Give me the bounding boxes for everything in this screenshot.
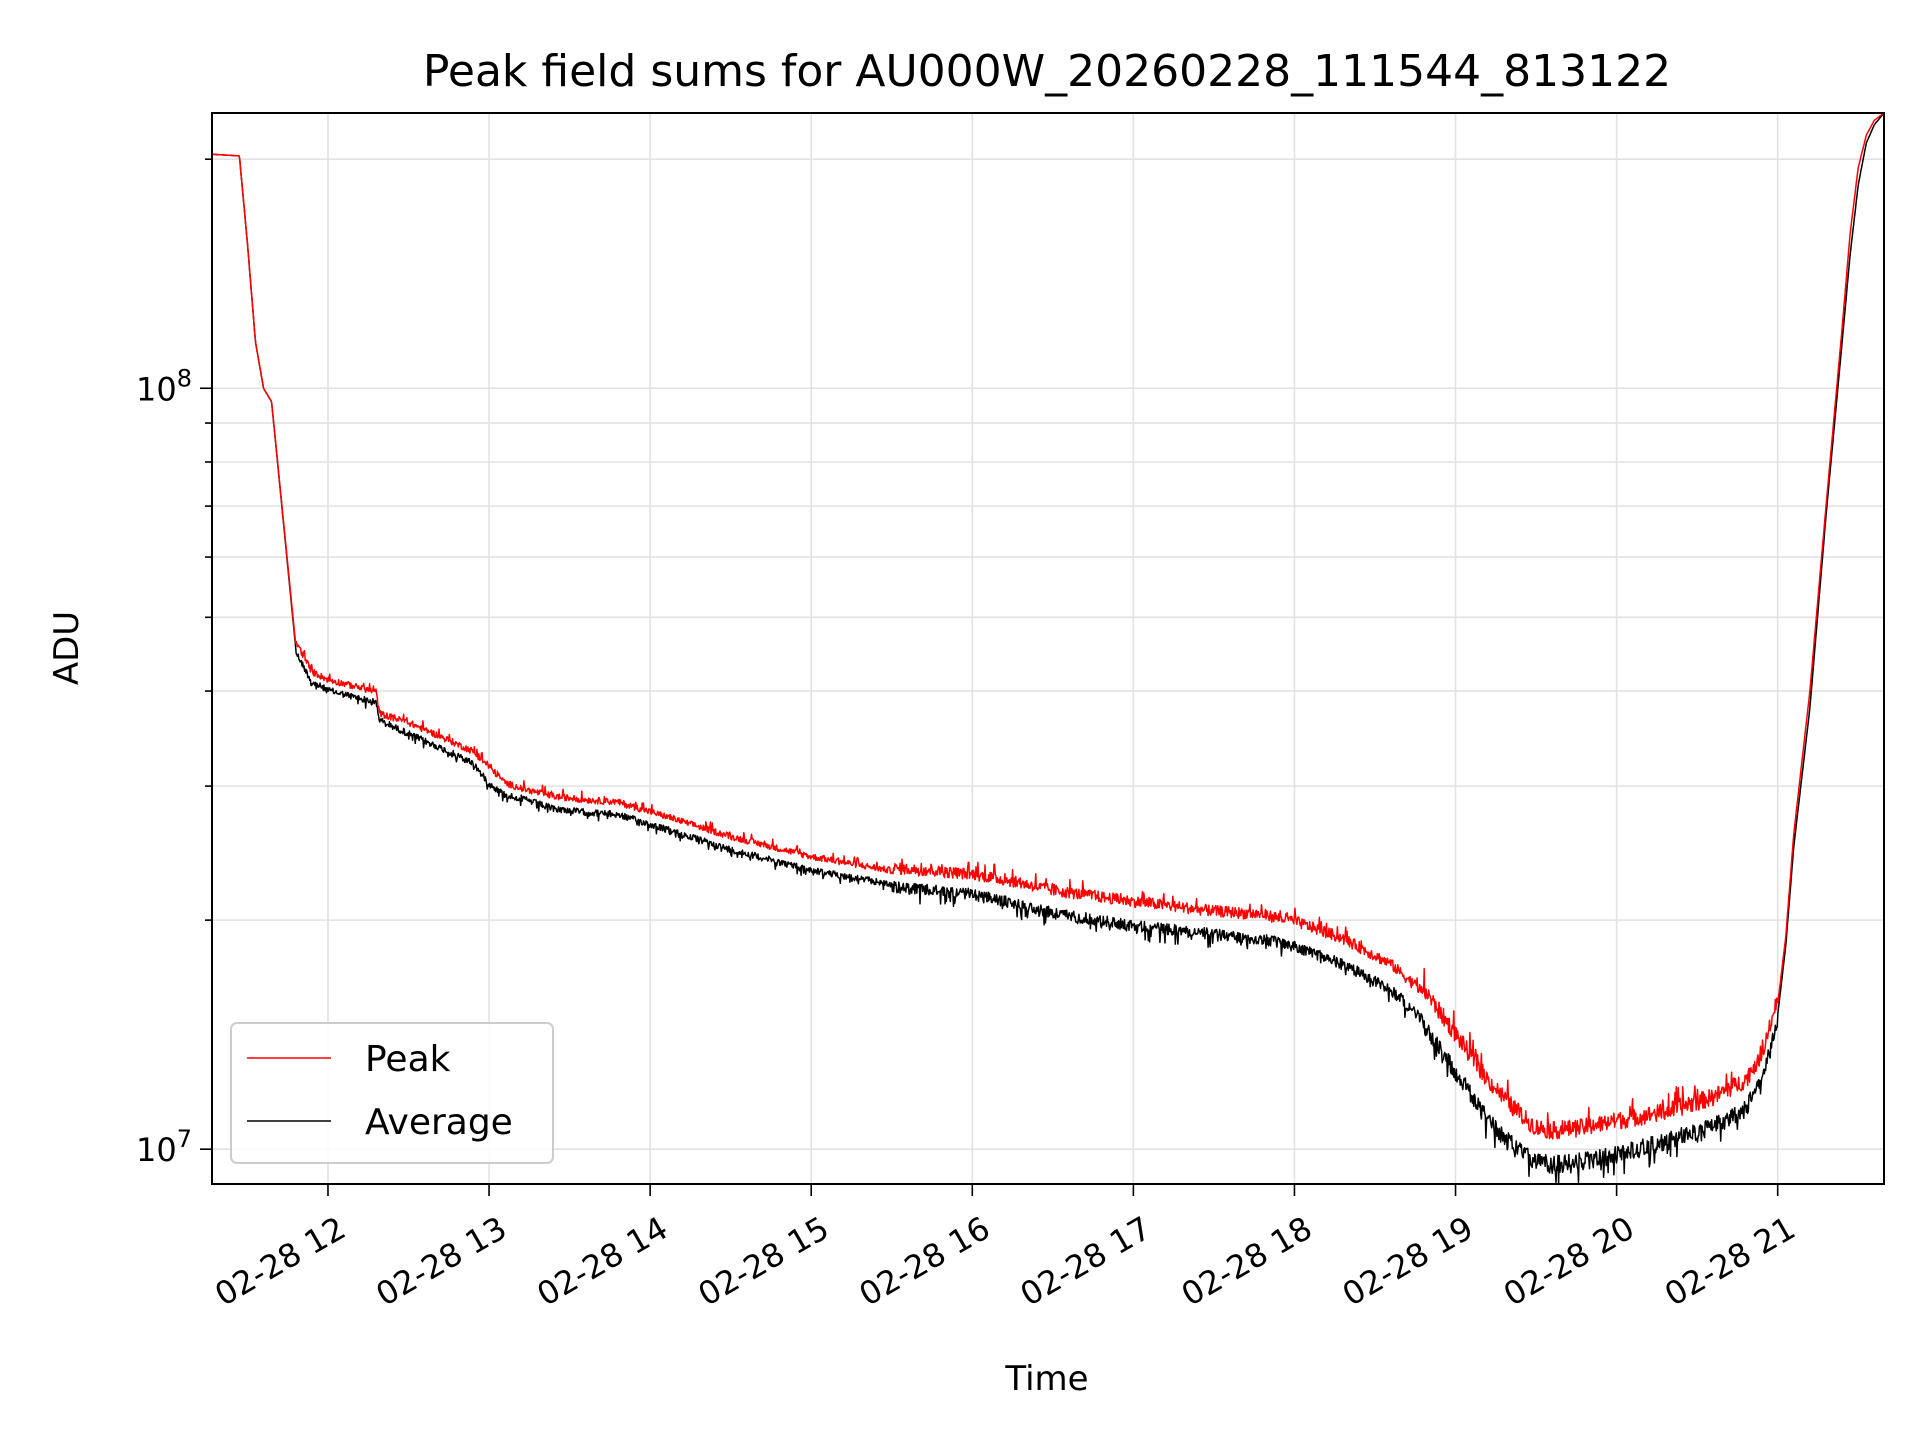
y-axis-label: ADU	[47, 611, 87, 685]
y-tick-label: 108	[136, 364, 192, 408]
chart-title: Peak field sums for AU000W_20260228_1115…	[423, 46, 1671, 97]
plot-frame	[211, 112, 1885, 1185]
x-axis-label: Time	[1004, 1359, 1088, 1399]
series-line-average	[212, 113, 1884, 1184]
legend: Peak Average	[230, 1022, 554, 1164]
y-tick-label: 107	[136, 1125, 192, 1169]
legend-label-average: Average	[365, 1102, 513, 1143]
legend-label-peak: Peak	[365, 1039, 451, 1080]
series-line-peak	[212, 113, 1884, 1140]
series-layer	[212, 113, 1884, 1184]
